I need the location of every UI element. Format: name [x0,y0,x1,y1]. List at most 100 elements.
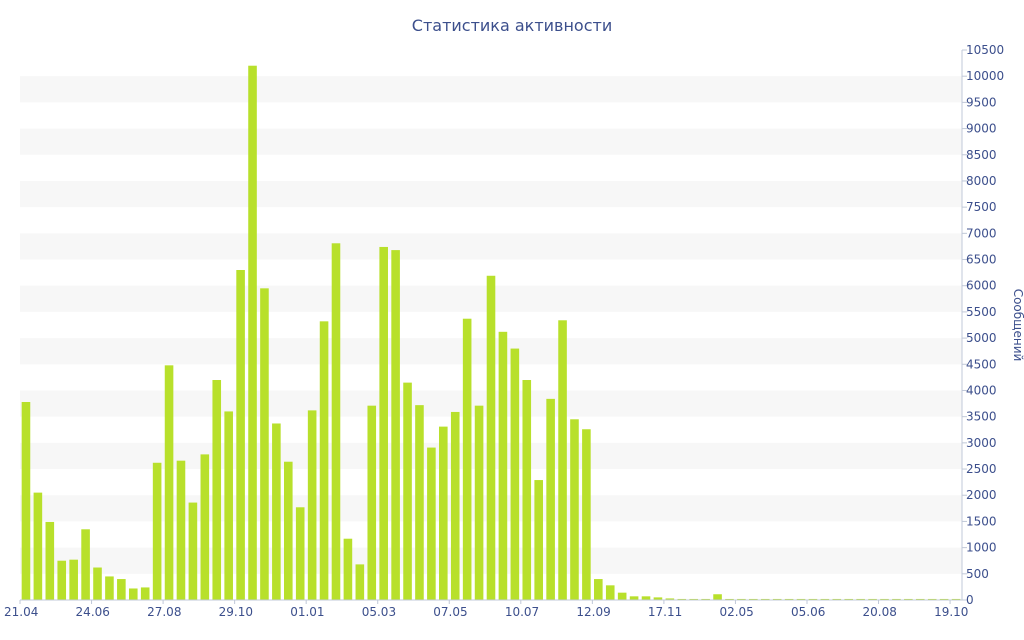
chart-title: Статистика активности [412,16,612,35]
y-tick-label: 3500 [966,410,997,424]
bar [951,598,961,600]
y-tick-label: 5000 [966,331,997,345]
bar [379,246,388,600]
bar [832,598,842,600]
bar [617,592,627,600]
bar [689,598,699,600]
y-tick-label: 10500 [966,43,1004,57]
bar [284,461,293,600]
bar [200,454,210,600]
y-tick-label: 8500 [966,148,997,162]
axes: 0 500 1000 1500 2000 2500 3000 3500 4000 4500 5000… [4,43,1004,619]
bar [117,579,126,600]
x-tick-label: 19.10 [934,605,968,619]
y-tick-label: 9500 [966,95,997,109]
bar [105,576,114,600]
y-tick-label: 5500 [966,305,997,319]
y-tick-label: 1500 [966,514,997,528]
bar [558,320,567,600]
y-tick-label: 3000 [966,436,997,450]
x-tick-label: 01.01 [290,605,324,619]
x-tick-label: 12.09 [576,605,610,619]
bar [808,598,818,600]
bar [701,598,710,600]
bar [45,521,55,600]
y-tick-label: 6000 [966,279,997,293]
bar [534,480,543,600]
y-tick-label: 10000 [966,69,1004,83]
bar [415,405,424,600]
bar [128,588,138,600]
x-tick-label: 27.08 [147,605,181,619]
bar [760,598,770,600]
y-tick-label: 7000 [966,226,997,240]
bar [892,598,901,600]
bar [439,426,448,600]
bar [69,559,78,600]
bar-series [21,65,961,601]
bar [236,270,245,600]
bar [582,429,591,600]
bar [868,598,877,600]
bar [677,598,687,600]
bar [856,598,865,600]
bar [486,275,496,600]
bar [93,567,102,600]
y-tick-label: 500 [966,567,989,581]
bar [152,462,162,600]
bar [629,596,639,600]
bar [641,596,651,600]
x-tick-label: 17.11 [648,605,682,619]
bar [33,492,43,600]
bar [450,411,460,600]
grid-band [20,128,962,155]
y-tick-label: 8000 [966,174,997,188]
bar [915,598,925,600]
bar [820,598,830,600]
x-tick-label: 07.05 [433,605,467,619]
x-tick-label: 24.06 [76,605,110,619]
bar [331,243,341,601]
bar [367,405,377,600]
x-tick-label: 10.07 [505,605,539,619]
bar [713,594,722,600]
grid-band [20,233,962,260]
bar [343,538,353,600]
bar [212,380,222,600]
bar [188,502,198,600]
grid-band [20,76,962,103]
bar [355,564,365,600]
bar [939,598,949,600]
y-tick-label: 2500 [966,462,997,476]
bar [248,65,257,600]
y-tick-label: 4000 [966,383,997,397]
y-axis-label: Сообщений [1011,289,1024,362]
bar [319,321,329,600]
y-tick-label: 0 [966,593,974,607]
bar [784,598,794,600]
bar [498,331,508,600]
x-tick-label: 21.04 [4,605,38,619]
y-tick-label: 2000 [966,488,997,502]
bar [725,598,734,600]
bar [57,560,67,600]
bar [307,410,317,600]
grid-band [20,180,962,208]
bar [403,382,412,600]
bar [653,597,663,600]
bar [81,529,90,600]
bar [796,598,806,600]
x-tick-label: 05.03 [362,605,396,619]
y-tick-label: 6500 [966,253,997,267]
bar [140,587,150,600]
bar [749,598,758,600]
bar [260,288,269,600]
bar [21,402,31,600]
bar [391,250,400,600]
bar [474,405,484,600]
bar [665,598,675,600]
y-tick-label: 9000 [966,122,997,136]
x-tick-label: 29.10 [219,605,253,619]
y-tick-label: 4500 [966,357,997,371]
bar [224,411,233,600]
